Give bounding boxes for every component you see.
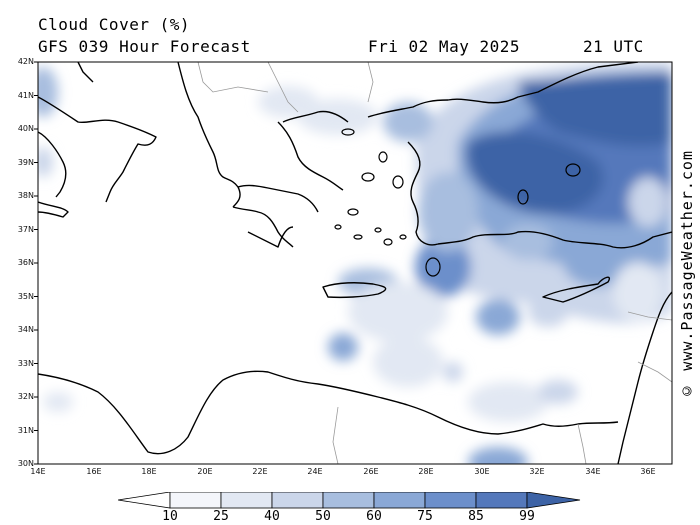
scale-tick-label: 85 — [468, 509, 484, 524]
lat-label: 39N — [17, 158, 34, 167]
tick-marks — [34, 61, 38, 465]
scale-tick-label: 99 — [519, 509, 535, 524]
coastlines — [38, 62, 672, 464]
forecast-time: 21 UTC — [583, 37, 644, 56]
lat-label: 41N — [17, 91, 34, 100]
cloud-cover-map — [34, 61, 673, 465]
cloud-field — [38, 62, 672, 464]
lat-label: 38N — [17, 191, 34, 200]
borders — [197, 62, 672, 464]
lat-label: 33N — [17, 359, 34, 368]
forecast-date: Fri 02 May 2025 — [368, 37, 520, 56]
lon-label: 20E — [197, 467, 213, 476]
scale-tick-label: 40 — [264, 509, 280, 524]
lon-label: 22E — [252, 467, 268, 476]
scale-tick-label: 50 — [315, 509, 331, 524]
lon-label: 32E — [529, 467, 545, 476]
lon-label: 26E — [363, 467, 379, 476]
scale-tick-label: 75 — [417, 509, 433, 524]
lon-label: 18E — [141, 467, 157, 476]
watermark-credit: © www.PassageWeather.com — [678, 150, 696, 400]
lat-label: 37N — [17, 225, 34, 234]
lon-label: 24E — [307, 467, 323, 476]
aegean-islands — [334, 128, 581, 277]
lon-label: 34E — [585, 467, 601, 476]
lat-label: 36N — [17, 258, 34, 267]
lon-label: 14E — [30, 467, 46, 476]
lon-label: 30E — [474, 467, 490, 476]
scale-tick-label: 60 — [366, 509, 382, 524]
lat-label: 30N — [17, 459, 34, 468]
lon-label: 28E — [418, 467, 434, 476]
lat-label: 40N — [17, 124, 34, 133]
lat-label: 34N — [17, 325, 34, 334]
chart-title: Cloud Cover (%) — [38, 15, 190, 34]
lat-label: 31N — [17, 426, 34, 435]
color-scale-bar — [118, 492, 581, 509]
lat-label: 42N — [17, 57, 34, 66]
scale-tick-label: 25 — [213, 509, 229, 524]
lon-label: 16E — [86, 467, 102, 476]
lat-label: 32N — [17, 392, 34, 401]
lon-label: 36E — [640, 467, 656, 476]
model-label: GFS 039 Hour Forecast — [38, 37, 251, 56]
lat-label: 35N — [17, 292, 34, 301]
scale-tick-label: 10 — [162, 509, 178, 524]
